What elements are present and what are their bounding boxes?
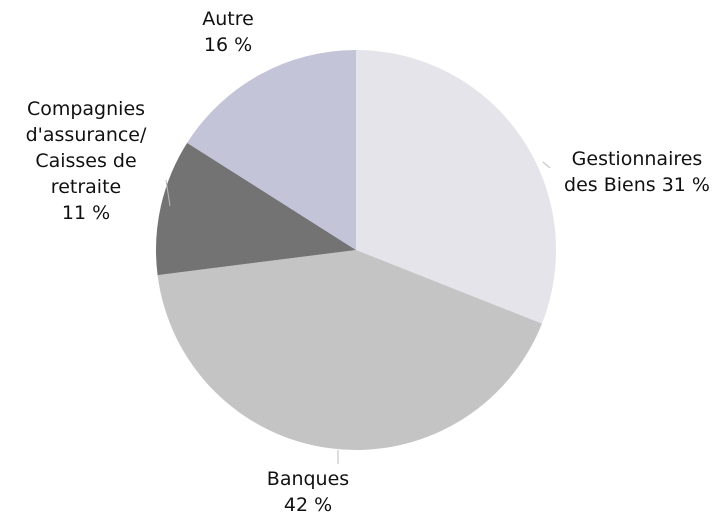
pie-slice: [156, 142, 356, 276]
category-label: Banques: [266, 468, 350, 490]
value-label: 16 %: [203, 34, 253, 56]
slice-label: Compagnies d'assurance/ Caisses de retra…: [12, 96, 160, 226]
pie-slice: [356, 50, 556, 324]
category-label: Gestionnaires des Biens: [564, 148, 703, 196]
slice-label: Gestionnaires des Biens 31 %: [556, 146, 718, 198]
pie-slice: [187, 50, 356, 250]
value-label: 42 %: [283, 494, 333, 516]
slice-label: Banques 42 %: [233, 466, 383, 518]
value-label: 11 %: [61, 202, 111, 224]
pie-slice: [157, 250, 542, 451]
category-label: Autre: [202, 8, 254, 30]
value-label: 31 %: [661, 174, 710, 196]
leader-line: [165, 179, 171, 207]
slices: [156, 50, 556, 451]
slice-label: Autre 16 %: [178, 6, 278, 58]
leader-line: [542, 161, 551, 169]
category-label: Compagnies d'assurance/ Caisses de retra…: [25, 98, 147, 198]
